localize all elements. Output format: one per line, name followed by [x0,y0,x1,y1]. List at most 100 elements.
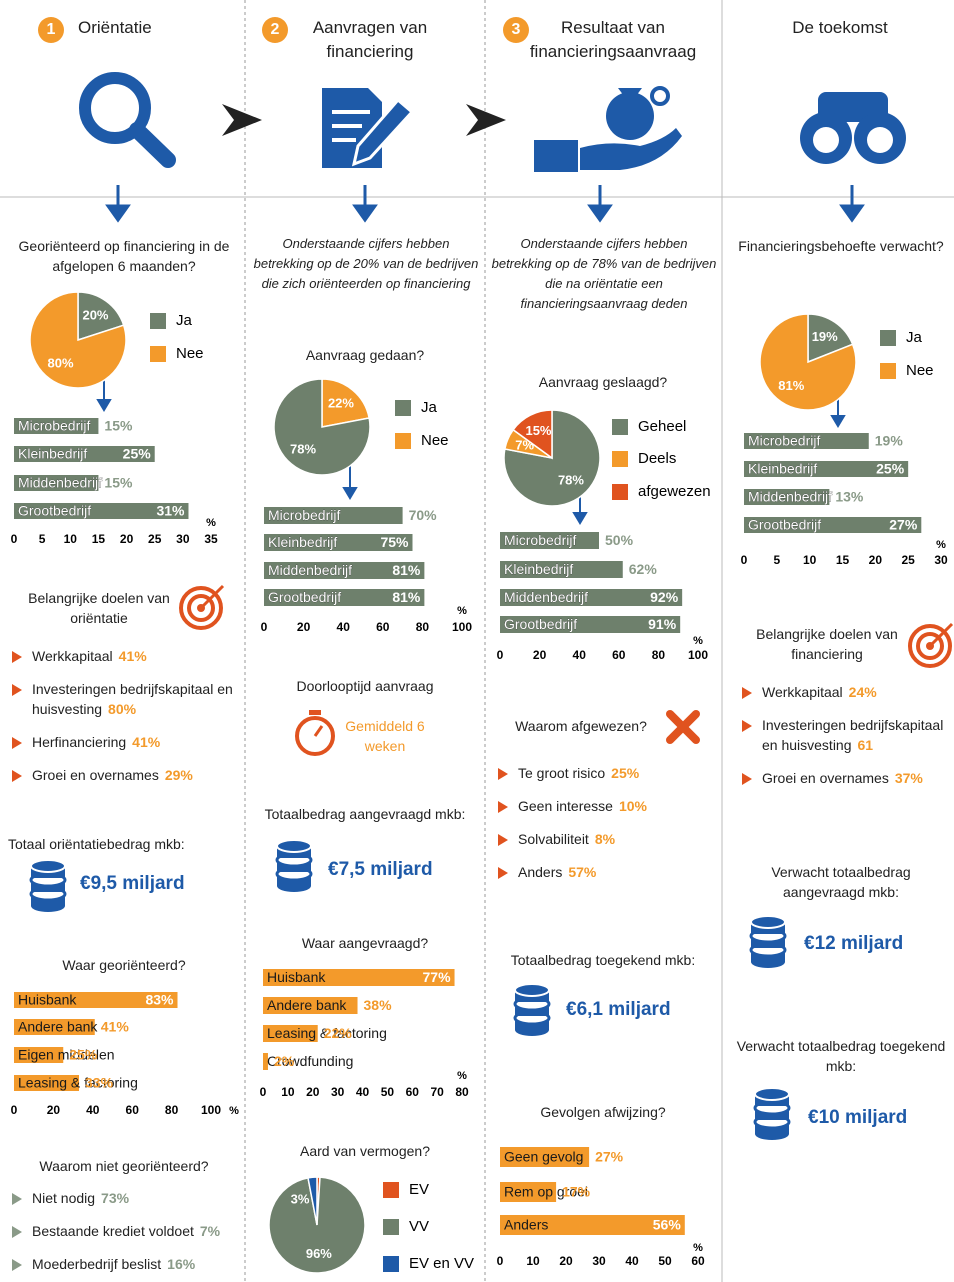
column-title: De toekomst [792,18,888,37]
x-tick-label: 60 [376,620,390,634]
bar-value: 92% [650,589,679,605]
x-tick-label: 40 [86,1103,100,1117]
item-label: Te groot risico [518,765,606,781]
pie-label: 78% [558,472,584,487]
legend-label: Nee [176,345,204,362]
pie-label: 19% [812,329,838,344]
bar-category: Microbedrijf [748,433,820,449]
bar-value: 81% [392,562,421,578]
legend-label: EV en VV [409,1255,474,1272]
x-tick-label: 40 [573,648,587,662]
x-tick-label: 40 [625,1254,639,1268]
list: Werkkapitaal 41% Investeringen bedrijfskap… [12,646,244,798]
item-value: 57% [568,864,597,880]
item-label: Werkkapitaal [32,648,113,664]
x-tick-label: 60 [691,1254,705,1268]
money-icon [534,86,682,172]
x-tick-label: 25 [901,553,915,567]
amount: €7,5 miljard [328,859,433,880]
x-tick-label: 10 [64,532,78,546]
bar [744,517,922,533]
x-tick-label: 20 [47,1103,61,1117]
bar [14,418,99,434]
bar-category: Rem op groei [504,1184,588,1200]
x-tick-label: 60 [126,1103,140,1117]
chart-title: Waar georiënteerd? [62,957,186,973]
bar-category: Microbedrijf [268,507,340,523]
column-title: Aanvragen van financiering [312,18,428,61]
bar-category: Grootbedrijf [268,589,341,605]
duration-text: Gemiddeld 6 weken [345,718,425,754]
list: Te groot risico 25% Geen interesse 10% Solva… [498,763,718,895]
pie-slice [807,313,854,364]
legend-swatch [150,346,166,362]
amount: €12 miljard [804,933,904,954]
bar-value: 91% [648,616,677,632]
bar [14,992,178,1008]
x-tick-label: 80 [455,1085,469,1099]
x-tick-label: 100 [452,620,472,634]
pie-arrows [96,340,846,525]
bar-category: Kleinbedrijf [18,446,87,462]
chart-title: Aanvraag geslaagd? [538,374,668,390]
legend-swatch [383,1256,399,1272]
legend-label: Ja [421,399,438,416]
x-axis-unit: % [457,1070,467,1082]
list-item: Geen interesse 10% [498,796,718,816]
coins-icon [29,858,67,914]
bar [14,1075,80,1091]
x-axis-unit: % [936,539,946,551]
bar-value: 50% [605,532,634,548]
bullet-arrow [498,867,508,879]
x-tick-label: 100 [201,1103,221,1117]
pie-slice [29,291,127,389]
bar-value: 56% [653,1217,682,1233]
list-title: Belangrijke doelen van oriëntatie [28,590,170,626]
x-tick-label: 60 [406,1085,420,1099]
x-tick-label: 30 [176,532,190,546]
item-label: Niet nodig [32,1190,96,1206]
chart-title: Aanvraag gedaan? [305,347,425,363]
bar-value: 27% [595,1149,624,1165]
x-tick-label: 20 [297,620,311,634]
pie-label: 78% [290,441,316,456]
legend-label: Ja [906,329,923,346]
legend-swatch [395,400,411,416]
bar-value: 81% [392,589,421,605]
list-item: Groei en overnames 29% [12,765,244,785]
bar-category: Huisbank [18,992,77,1008]
note: Onderstaande cijfers hebben betrekking o… [491,236,717,311]
item-label: Geen interesse [518,798,613,814]
list-title: Waarom afgewezen? [515,718,647,734]
list: Werkkapitaal 24% Investeringen bedrijfskap… [742,682,954,801]
legend-swatch [150,313,166,329]
bar [263,997,358,1014]
bar [500,532,599,549]
bar [264,589,425,606]
amount: €6,1 miljard [566,999,671,1020]
bar-value: 17% [562,1184,591,1200]
bar-value: 25% [69,1047,98,1063]
bar-value: 13% [835,489,864,505]
pie-label: 15% [525,423,551,438]
item-value: 61 [857,737,874,753]
bar [500,1215,685,1235]
list-item: Te groot risico 25% [498,763,718,783]
legend-label: Ja [176,312,193,329]
pie-slice [307,1176,318,1226]
pie-label: 81% [778,378,804,393]
x-axis-unit: % [206,517,216,529]
item-label: Groei en overnames [32,767,159,783]
item-value: 29% [164,767,193,783]
note: Onderstaande cijfers hebben betrekking o… [253,236,479,291]
bar-value: 25% [123,446,152,462]
chart-title: Gevolgen afwijzing? [540,1104,666,1120]
bar [264,562,425,579]
item-value: 8% [594,831,616,847]
amount-label: Verwacht totaalbedrag toegekend mkb: [736,1038,946,1074]
bar-value: 77% [423,969,452,985]
chevron [222,104,262,136]
chart-title: Financieringsbehoefte verwacht? [738,238,944,254]
item-value: 24% [848,684,877,700]
